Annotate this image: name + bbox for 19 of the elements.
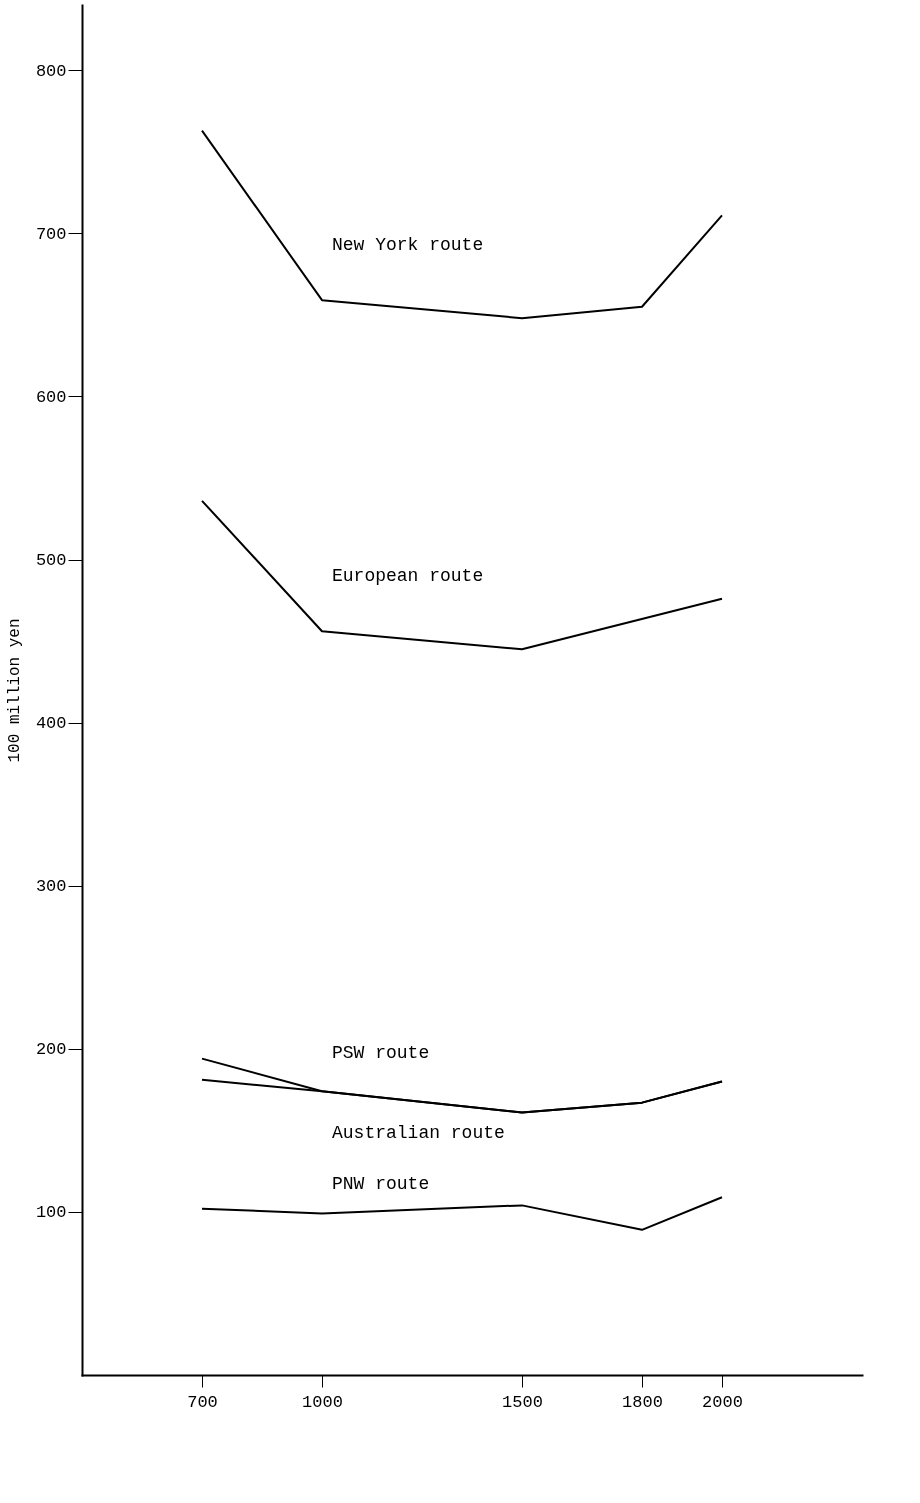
x-tick-label: 700	[187, 1392, 218, 1412]
y-tick-label: 600	[35, 387, 67, 407]
x-tick-label: 1000	[302, 1392, 343, 1412]
series-label: Australian route	[332, 1123, 505, 1144]
series-label: PSW route	[332, 1043, 430, 1064]
y-tick-label: 700	[35, 224, 67, 244]
series-label: PNW route	[332, 1173, 430, 1194]
text: European route	[332, 566, 484, 587]
y-tick-label: 100	[35, 1203, 67, 1223]
series-label: New York route	[332, 235, 484, 256]
y-tick-label: 200	[35, 1040, 67, 1060]
y-tick-label: 500	[35, 551, 67, 571]
x-tick-label: 1500	[502, 1392, 543, 1412]
y-tick-label: 400	[35, 714, 67, 734]
y-axis-title: 100 million yen	[5, 618, 24, 763]
x-tick-label: 2000	[702, 1392, 743, 1412]
y-tick-label: 800	[35, 61, 67, 81]
x-tick-label: 1800	[622, 1392, 663, 1412]
y-tick-label: 300	[35, 877, 67, 897]
